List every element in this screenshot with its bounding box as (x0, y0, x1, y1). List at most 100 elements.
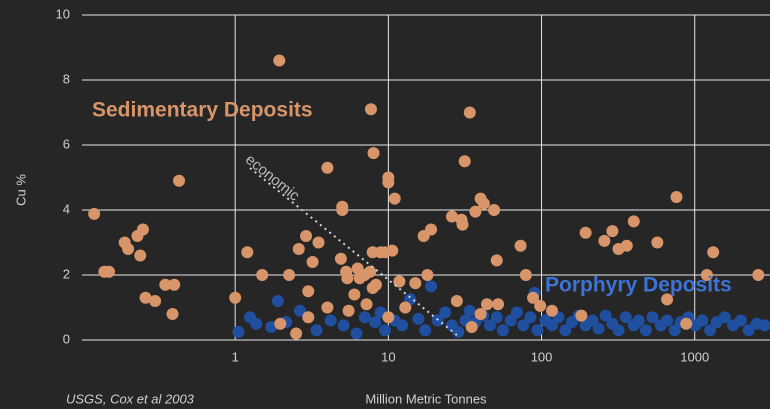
data-point (250, 317, 263, 330)
data-point (399, 301, 412, 314)
data-point (421, 269, 434, 281)
data-point (524, 311, 537, 324)
data-point (168, 278, 181, 291)
marks (88, 54, 770, 340)
data-point (490, 254, 503, 267)
data-point (159, 278, 172, 291)
data-point (488, 204, 501, 216)
y-tick-label: 8 (63, 71, 70, 86)
data-point (456, 218, 469, 231)
data-point (586, 314, 599, 327)
data-point (627, 215, 640, 228)
data-point (704, 324, 717, 337)
data-point (360, 298, 373, 311)
x-tick-label: 100 (531, 349, 553, 364)
data-point (341, 272, 354, 285)
data-point (149, 295, 162, 307)
data-point (364, 103, 377, 116)
data-point (292, 243, 305, 255)
data-point (575, 309, 588, 322)
data-point (378, 324, 391, 337)
source: USGS, Cox et al 2003 (66, 391, 195, 406)
data-point (310, 324, 323, 337)
data-point (480, 298, 493, 311)
data-point (619, 311, 632, 324)
data-point (321, 161, 334, 174)
data-point (646, 311, 659, 324)
data-point (271, 295, 284, 307)
data-point (412, 312, 425, 325)
y-axis-label: Cu % (13, 174, 28, 206)
data-point (122, 243, 135, 255)
data-point (639, 324, 652, 337)
data-point (439, 306, 452, 319)
data-point (358, 311, 371, 324)
data-point (229, 291, 242, 304)
data-point (707, 246, 720, 259)
data-point (534, 299, 547, 312)
data-point (474, 308, 487, 320)
data-point (388, 192, 401, 205)
data-point (519, 269, 532, 281)
data-point (409, 277, 422, 290)
data-point (527, 291, 540, 304)
data-point (386, 244, 399, 257)
data-point (294, 304, 307, 317)
data-point (274, 317, 287, 330)
data-point (742, 324, 755, 337)
data-point (661, 293, 674, 306)
data-point (700, 269, 713, 281)
data-point (696, 314, 709, 327)
data-point (510, 306, 523, 319)
data-point (514, 239, 527, 252)
data-point (680, 317, 693, 330)
data-point (290, 327, 303, 340)
y-tick-label: 0 (63, 331, 70, 346)
data-point (382, 311, 395, 324)
data-point (342, 304, 355, 317)
data-point (88, 207, 101, 220)
data-point (483, 319, 496, 332)
data-point (300, 230, 313, 242)
data-point (425, 223, 438, 236)
data-point (545, 304, 558, 317)
data-point (606, 225, 619, 238)
data-point (369, 278, 382, 291)
data-point (134, 249, 147, 262)
data-point (734, 314, 747, 327)
data-point (517, 319, 530, 332)
data-point (382, 176, 395, 189)
data-point (302, 285, 315, 298)
y-tick-label: 6 (63, 136, 70, 151)
data-point (465, 321, 478, 333)
data-point (337, 319, 350, 332)
data-point (336, 204, 349, 216)
data-point (419, 324, 432, 337)
data-point (463, 106, 476, 119)
data-point (136, 223, 149, 236)
data-point (350, 327, 363, 340)
data-point (273, 54, 286, 67)
data-point (367, 147, 380, 160)
y-tick-label: 4 (63, 201, 70, 216)
data-point (531, 324, 544, 337)
data-point (463, 304, 476, 317)
data-point (265, 321, 278, 333)
data-point (598, 234, 611, 247)
data-point (445, 210, 458, 223)
data-point (283, 269, 296, 281)
data-point (477, 197, 490, 210)
series-label: Sedimentary Deposits (92, 99, 313, 122)
data-point (758, 319, 770, 332)
data-point (232, 325, 245, 338)
data-point (425, 280, 438, 293)
data-point (670, 191, 683, 203)
economic-line (249, 167, 459, 337)
data-point (393, 275, 406, 288)
data-point (256, 269, 269, 281)
data-point (612, 324, 625, 337)
data-point (102, 265, 115, 278)
data-point (545, 319, 558, 332)
